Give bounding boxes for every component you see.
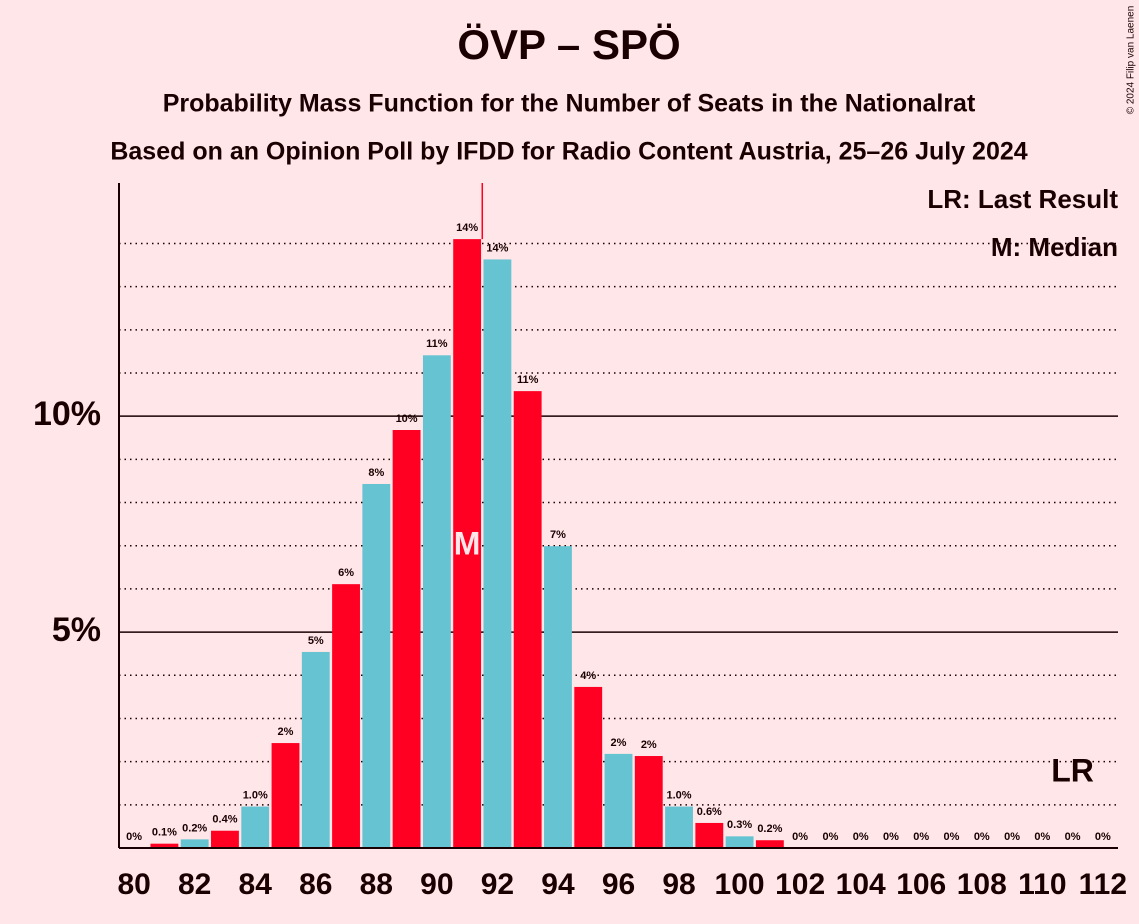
- x-tick-label: 86: [299, 868, 332, 901]
- value-label: 0%: [822, 831, 838, 843]
- median-marker: M: [454, 525, 481, 561]
- last-result-marker: LR: [1051, 752, 1094, 788]
- x-tick-label: 80: [117, 868, 150, 901]
- bar: [271, 743, 300, 848]
- x-tick-label: 90: [420, 868, 453, 901]
- value-label: 4%: [580, 670, 596, 682]
- x-tick-label: 82: [178, 868, 211, 901]
- chart-subtitle: Probability Mass Function for the Number…: [163, 90, 976, 118]
- bar: [301, 651, 330, 848]
- x-tick-label: 100: [715, 868, 765, 901]
- value-label: 14%: [456, 222, 478, 234]
- bar: [332, 584, 360, 848]
- value-label: 0.3%: [727, 819, 752, 831]
- x-tick-label: 98: [662, 868, 695, 901]
- value-label: 0%: [1004, 831, 1020, 843]
- value-label: 0%: [913, 831, 929, 843]
- value-label: 2%: [641, 739, 657, 751]
- value-label: 0.2%: [757, 823, 782, 835]
- value-label: 1.0%: [667, 789, 692, 801]
- copyright: © 2024 Filip van Laenen: [1126, 6, 1137, 115]
- x-tick-label: 112: [1079, 868, 1127, 901]
- value-label: 0.4%: [212, 814, 237, 826]
- value-label: 5%: [308, 635, 324, 647]
- value-label: 0%: [1065, 831, 1081, 843]
- bar: [483, 259, 512, 848]
- bar: [755, 840, 784, 848]
- value-label: 0.2%: [182, 822, 207, 834]
- x-tick-label: 108: [957, 868, 1007, 901]
- value-label: 0%: [944, 831, 960, 843]
- value-label: 0%: [883, 831, 899, 843]
- x-tick-label: 88: [360, 868, 393, 901]
- value-label: 8%: [368, 467, 384, 479]
- bar: [513, 391, 542, 848]
- value-label: 1.0%: [243, 789, 268, 801]
- bar: [665, 806, 693, 848]
- value-label: 14%: [486, 242, 508, 254]
- value-label: 0%: [974, 831, 990, 843]
- bar: [180, 839, 209, 848]
- bar: [634, 756, 663, 848]
- value-label: 0%: [853, 831, 869, 843]
- bar: [211, 830, 239, 848]
- legend-last-result: LR: Last Result: [927, 184, 1118, 214]
- x-tick-label: 104: [836, 868, 886, 901]
- y-tick-label: 10%: [33, 395, 101, 433]
- value-label: 11%: [426, 338, 448, 350]
- value-label: 0%: [1095, 831, 1111, 843]
- x-tick-label: 110: [1018, 868, 1066, 901]
- bar: [725, 836, 754, 848]
- bar: [422, 355, 451, 848]
- value-label: 7%: [550, 529, 566, 541]
- bar: [604, 753, 633, 848]
- bar: [150, 843, 179, 848]
- x-tick-label: 106: [896, 868, 946, 901]
- y-tick-label: 5%: [52, 611, 101, 649]
- value-label: 0.6%: [697, 806, 722, 818]
- bar: [574, 686, 603, 848]
- value-label: 0%: [792, 831, 808, 843]
- bar: [392, 430, 421, 848]
- value-label: 2%: [278, 726, 294, 738]
- value-label: 11%: [517, 374, 539, 386]
- chart-title: ÖVP – SPÖ: [457, 21, 680, 68]
- x-tick-label: 102: [775, 868, 825, 901]
- x-tick-label: 92: [481, 868, 514, 901]
- x-tick-label: 94: [541, 868, 575, 901]
- bar: [453, 239, 482, 849]
- bar: [241, 806, 270, 848]
- bar: [362, 483, 391, 848]
- chart-subtitle: Based on an Opinion Poll by IFDD for Rad…: [110, 138, 1027, 166]
- value-label: 2%: [611, 737, 627, 749]
- value-label: 0.1%: [152, 827, 177, 839]
- value-label: 0%: [126, 831, 142, 843]
- value-label: 10%: [396, 413, 418, 425]
- legend-median: M: Median: [991, 232, 1118, 262]
- value-label: 6%: [338, 567, 354, 579]
- x-tick-label: 84: [239, 868, 273, 901]
- x-tick-label: 96: [602, 868, 635, 901]
- bar: [544, 546, 572, 848]
- value-label: 0%: [1034, 831, 1050, 843]
- bar: [695, 822, 724, 848]
